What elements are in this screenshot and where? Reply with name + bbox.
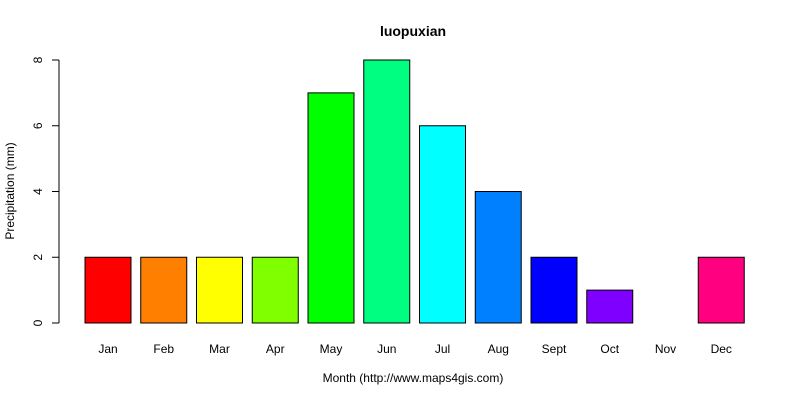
x-tick-label: Jul — [435, 342, 450, 356]
y-axis: 0 2 4 6 8 — [31, 56, 60, 326]
bar-sept — [530, 256, 578, 324]
x-axis-label: Month (http://www.maps4gis.com) — [323, 371, 504, 385]
bar-may — [307, 92, 355, 324]
y-tick-label: 8 — [31, 56, 45, 63]
x-tick-labels: Jan Feb Mar Apr May Jun Jul Aug Sept Oct Nov Dec — [98, 342, 732, 356]
x-tick-label: Jun — [377, 342, 396, 356]
y-tick-label: 4 — [31, 188, 45, 195]
x-tick-label: Aug — [488, 342, 509, 356]
x-tick-label: Nov — [655, 342, 676, 356]
bar-feb — [140, 256, 188, 324]
bar-aug — [474, 191, 522, 324]
x-tick-label: Dec — [711, 342, 732, 356]
bars-group — [84, 59, 745, 324]
chart-title: luopuxian — [380, 23, 446, 39]
x-tick-label: Mar — [209, 342, 230, 356]
x-tick-label: May — [320, 342, 343, 356]
y-tick-label: 2 — [31, 254, 45, 261]
bar-dec — [697, 256, 745, 324]
x-tick-label: Jan — [98, 342, 117, 356]
y-tick-label: 6 — [31, 122, 45, 129]
bar-jan — [84, 256, 132, 324]
x-tick-label: Feb — [153, 342, 174, 356]
bar-oct — [586, 289, 634, 324]
bar-jun — [363, 59, 411, 324]
y-axis-label: Precipitation (mm) — [3, 142, 17, 239]
y-tick-label: 0 — [31, 319, 45, 326]
x-tick-label: Sept — [542, 342, 567, 356]
x-tick-label: Oct — [600, 342, 619, 356]
bar-apr — [251, 256, 299, 324]
x-tick-label: Apr — [266, 342, 285, 356]
bar-jul — [419, 125, 466, 324]
bar-mar — [196, 256, 243, 324]
